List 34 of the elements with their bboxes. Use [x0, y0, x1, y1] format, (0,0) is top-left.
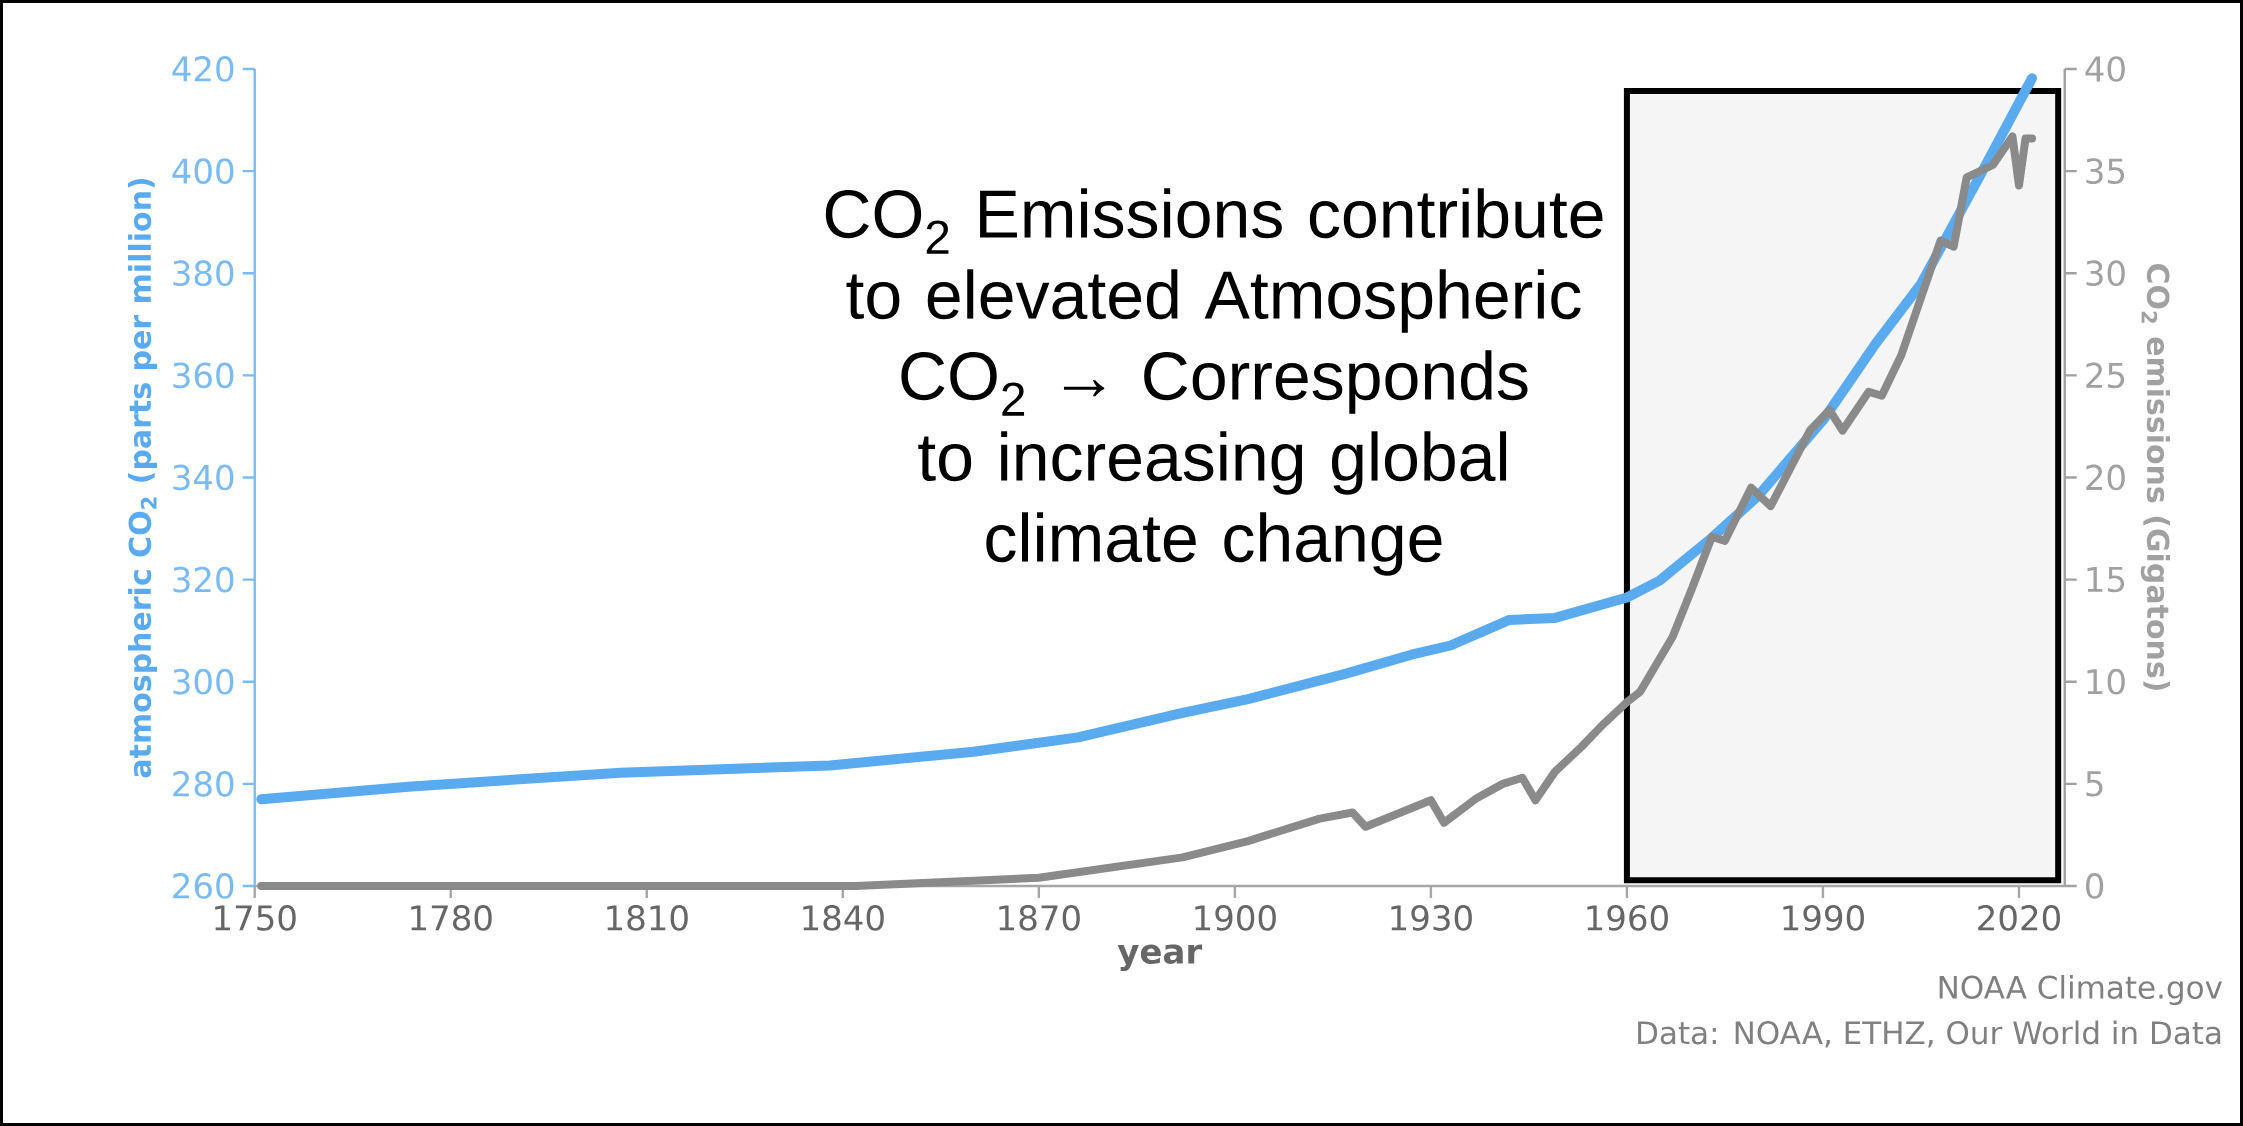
y-tick-label: 260 [173, 873, 234, 899]
y-axis-title: atmospheric CO$_{2}$ (parts per million) [128, 178, 158, 778]
y2-tick-label: 30 [2086, 260, 2125, 287]
x-axis-title: year [1117, 944, 1203, 971]
text: NOAA Climate.gov [1939, 974, 2223, 1006]
y2-tick-label: 5 [2086, 771, 2103, 797]
y2-tick-label: 35 [2086, 158, 2125, 184]
y-tick-label: 380 [173, 260, 234, 287]
x-tick-label: 1750 [215, 905, 296, 931]
y2-tick-label: 20 [2086, 464, 2125, 491]
y-tick-label: 400 [172, 158, 234, 184]
y2-tick-label: 10 [2087, 668, 2125, 695]
x-tick-label: 2020 [1978, 905, 2060, 931]
x-tick-label: 1840 [803, 905, 884, 931]
x-tick-label: 1930 [1391, 905, 1472, 931]
x-tick-label: 1810 [607, 905, 688, 931]
y2-tick-label: 0 [2086, 873, 2104, 899]
y-tick-label: 340 [173, 464, 234, 491]
text: CO$_{2}$ Emissions contribute to elevated Atmospheric CO$_{2}$ → Corresponds to increasing global climate change [825, 188, 1603, 576]
y-tick-label: 360 [173, 362, 234, 389]
text: Data: NOAA, ETHZ, Our World in Data [1638, 1020, 2221, 1048]
x-tick-label: 1780 [411, 905, 492, 931]
y-tick-label: 280 [173, 771, 234, 797]
y2-tick-label: 25 [2086, 362, 2125, 389]
y-tick-label: 300 [173, 668, 234, 695]
x-tick-label: 1900 [1195, 905, 1276, 931]
x-tick-label: 1960 [1587, 905, 1668, 931]
x-tick-label: 1990 [1783, 905, 1864, 931]
y-tick-label: 320 [173, 566, 234, 593]
y2-tick-label: 15 [2087, 567, 2125, 593]
x-tick-label: 1870 [999, 905, 1080, 931]
y2-axis-title: CO$_{2}$ emissions (Gigatons) [2140, 264, 2171, 690]
y2-tick-label: 40 [2085, 56, 2125, 82]
y-tick-label: 420 [172, 56, 234, 82]
